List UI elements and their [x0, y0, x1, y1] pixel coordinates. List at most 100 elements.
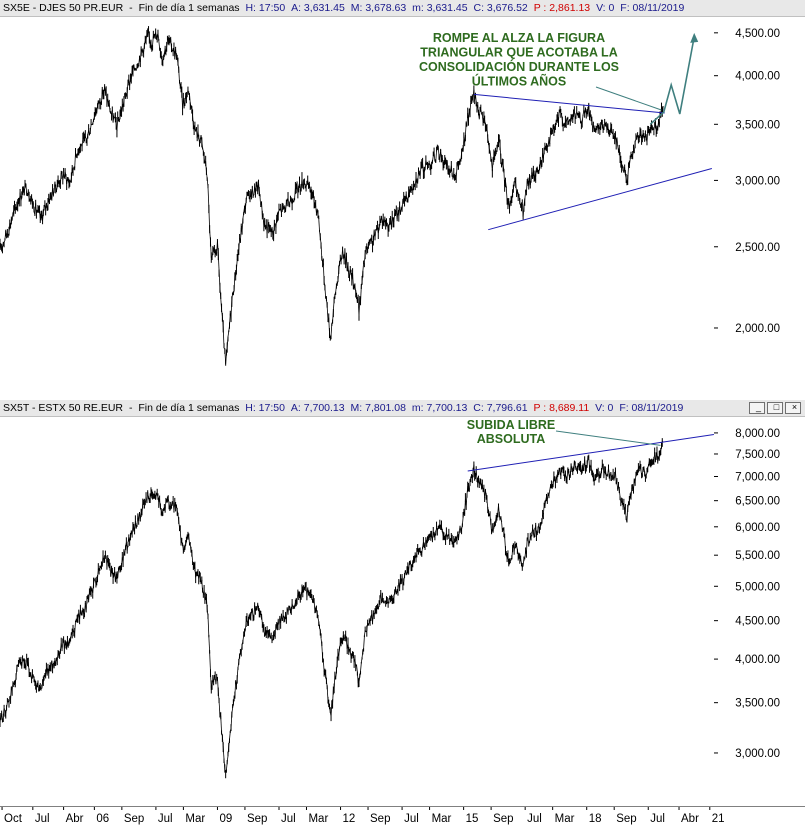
bottom-price-link [148, 492, 149, 498]
bottom-annotation-line: SUBIDA LIBRE [467, 418, 555, 432]
bottom-price-link [474, 465, 475, 477]
top-price-link [144, 44, 145, 54]
top-price-link [226, 347, 227, 354]
bottom-price-link [350, 653, 351, 658]
bottom-price-link [32, 674, 33, 680]
x-tick-label: Jul [404, 813, 419, 825]
top-price-link [252, 187, 253, 197]
top-price-link [210, 241, 211, 258]
bottom-price-link [422, 547, 423, 553]
top-price-link [357, 294, 358, 303]
top-price-link [562, 114, 563, 120]
minimize-button[interactable]: _ [749, 402, 765, 414]
top-annotation-pointer [596, 87, 661, 110]
x-tick-label: Mar [555, 813, 575, 825]
bottom-price-link [168, 499, 169, 503]
bottom-price-link [536, 525, 537, 535]
x-tick-label: Mar [432, 813, 452, 825]
bottom-y-tick-label: 7,500.00 [735, 449, 780, 461]
top-date: F: 08/11/2019 [617, 2, 684, 14]
bottom-price-link [633, 479, 634, 491]
top-price-link [400, 208, 401, 214]
bottom-chart-svg[interactable]: 8,000.007,500.007,000.006,500.006,000.00… [0, 417, 805, 806]
bottom-price-link [523, 558, 524, 565]
bottom-price-link [410, 562, 411, 565]
top-price-link [470, 100, 471, 112]
top-projection-arrowhead [690, 33, 698, 43]
top-price-link [131, 70, 132, 79]
top-price-link [629, 159, 630, 166]
x-tick-label: Mar [185, 813, 205, 825]
top-price-link [364, 254, 365, 263]
bottom-price-link [80, 610, 81, 620]
bottom-price-link [202, 580, 203, 592]
top-price-link [43, 212, 44, 221]
top-price-link [127, 81, 128, 93]
top-price-link [263, 216, 264, 225]
top-price-link [589, 105, 590, 118]
bottom-price-link [441, 526, 442, 531]
bottom-annotation-pointer [556, 431, 661, 445]
bottom-price-link [404, 575, 405, 582]
top-price-link [43, 208, 44, 212]
top-price-link [150, 43, 151, 44]
top-price-link [97, 106, 98, 113]
top-price-link [406, 194, 407, 200]
bottom-price-link [178, 514, 179, 521]
top-price-link [255, 186, 256, 194]
bottom-price-link [160, 499, 161, 507]
bottom-price-link [26, 659, 27, 667]
top-annotation-line: TRIANGULAR QUE ACOTABA LA [420, 46, 617, 60]
bottom-price-link [318, 618, 319, 622]
maximize-button[interactable]: □ [767, 402, 783, 414]
bottom-price-link [489, 515, 490, 516]
bottom-price-link [467, 486, 468, 495]
top-price-link [69, 183, 70, 184]
top-trendline [488, 168, 712, 229]
bottom-open: A: 7,700.13 [288, 402, 345, 414]
top-price-link [402, 199, 403, 209]
bottom-price-link [136, 524, 137, 528]
top-price-link [36, 212, 37, 213]
bottom-price-link [142, 504, 143, 514]
top-price-link [224, 348, 225, 349]
top-price-link [423, 164, 424, 173]
bottom-chart-header: SX5T - ESTX 50 RE.EUR - Fin de día 1 sem… [0, 400, 805, 417]
bottom-price-link [547, 493, 548, 499]
top-price-link [236, 260, 237, 270]
bottom-y-tick-label: 6,500.00 [735, 496, 780, 508]
top-price-link [192, 107, 193, 115]
close-button[interactable]: × [785, 402, 801, 414]
bottom-price-link [238, 662, 239, 668]
bottom-price-link [368, 623, 369, 626]
bottom-price-link [326, 681, 327, 687]
top-price-link [190, 94, 191, 104]
bottom-price-link [271, 635, 272, 641]
bottom-price-link [156, 493, 157, 499]
top-price-link [333, 311, 334, 322]
top-price-link [179, 69, 180, 83]
top-price-link [24, 183, 25, 195]
bottom-price-link [605, 469, 606, 476]
bottom-price-link [239, 655, 240, 662]
top-price-link [206, 161, 207, 172]
top-close: C: 3,676.52 [470, 2, 527, 14]
bottom-price-link [427, 538, 428, 544]
bottom-price-link [208, 616, 209, 636]
bottom-y-tick-label: 6,000.00 [735, 522, 780, 534]
top-price-link [298, 186, 299, 193]
top-chart-svg[interactable]: 4,500.004,000.003,500.003,000.002,500.00… [0, 17, 805, 398]
top-price-link [362, 272, 363, 282]
bottom-price-link [235, 682, 236, 696]
top-price-link [228, 332, 229, 337]
top-price-link [193, 115, 194, 125]
x-tick-label: Sep [124, 813, 144, 825]
bottom-price-link [378, 604, 379, 609]
bottom-price-link [50, 666, 51, 667]
top-price-link [322, 258, 323, 262]
bottom-price-link [15, 684, 16, 685]
top-price-link [436, 151, 437, 162]
top-price-link [336, 285, 337, 292]
top-price-link [463, 138, 464, 151]
bottom-price-link [28, 662, 29, 672]
